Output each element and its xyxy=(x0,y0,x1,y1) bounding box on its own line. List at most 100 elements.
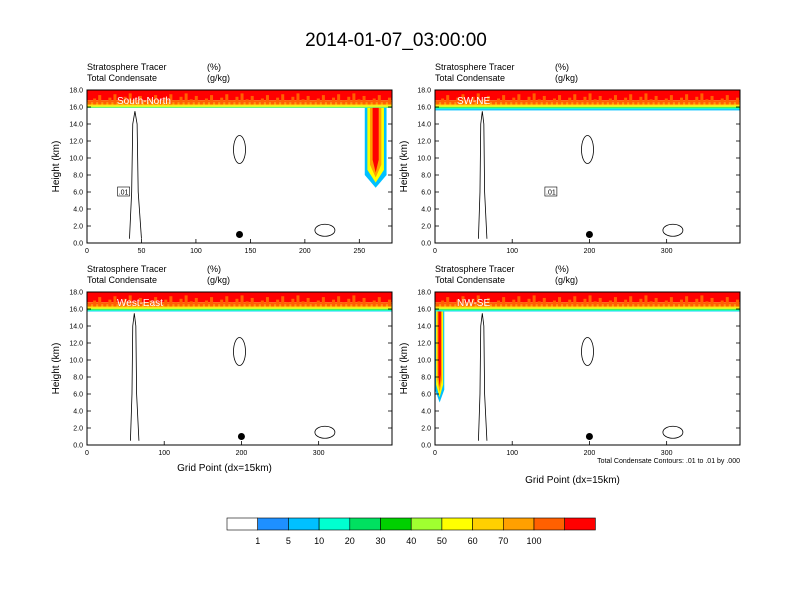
y-tick-label: 10.0 xyxy=(69,156,83,163)
tracer-streak xyxy=(512,97,516,105)
panel-header-condensate-unit: (g/kg) xyxy=(555,275,578,285)
tracer-streak xyxy=(321,95,325,105)
tracer-streak xyxy=(194,297,198,307)
tracer-band xyxy=(87,308,392,310)
tracer-streak xyxy=(230,302,234,307)
tracer-streak xyxy=(654,95,658,105)
colorbar-label: 10 xyxy=(314,536,324,546)
y-tick-label: 8.0 xyxy=(73,173,83,180)
y-tick-label: 8.0 xyxy=(421,173,431,180)
tracer-streak xyxy=(639,298,643,307)
x-axis-label: Grid Point (dx=15km) xyxy=(525,475,620,486)
tracer-streak xyxy=(542,297,546,307)
y-axis-label: Height (km) xyxy=(399,141,410,193)
tracer-streak xyxy=(220,299,224,307)
colorbar-label: 20 xyxy=(345,536,355,546)
tracer-streak xyxy=(235,298,239,307)
tracer-streak xyxy=(382,101,386,105)
tracer-streak xyxy=(154,95,158,105)
panel-sw-ne: Stratosphere Tracer (%) Total Condensate (g… xyxy=(399,62,741,255)
tracer-streak xyxy=(649,301,653,307)
tracer-streak xyxy=(730,303,734,307)
tracer-streak xyxy=(286,100,290,105)
tracer-streak xyxy=(593,301,597,307)
tracer-streak xyxy=(659,303,663,307)
colorbar-swatch xyxy=(288,517,320,531)
tracer-streak xyxy=(710,297,714,307)
tracer-streak xyxy=(705,99,709,105)
y-tick-label: 0.0 xyxy=(73,241,83,248)
x-tick-label: 50 xyxy=(138,248,146,255)
plot-frame xyxy=(434,291,741,446)
tracer-streak xyxy=(281,94,285,105)
tracer-streak xyxy=(332,97,336,105)
condensate-contour xyxy=(314,425,336,439)
x-tick-label: 300 xyxy=(661,450,673,457)
tracer-streak xyxy=(634,302,638,307)
y-tick-label: 2.0 xyxy=(421,426,431,433)
tracer-streak xyxy=(199,101,203,105)
panel-west-east: Stratosphere Tracer (%) Total Condensate (g… xyxy=(51,264,393,474)
tracer-streak xyxy=(659,101,663,105)
tracer-streak xyxy=(456,299,460,307)
x-tick-label: 250 xyxy=(353,248,365,255)
x-tick-label: 100 xyxy=(190,248,202,255)
tracer-streak xyxy=(507,101,511,105)
panel-header-tracer: Stratosphere Tracer xyxy=(435,62,515,72)
tracer-streak xyxy=(108,97,112,105)
colorbar-label: 5 xyxy=(286,536,291,546)
station-marker xyxy=(585,231,593,238)
y-tick-label: 2.0 xyxy=(421,224,431,231)
tracer-streak xyxy=(537,99,541,105)
y-axis-label: Height (km) xyxy=(51,141,62,193)
tracer-streak xyxy=(265,297,269,307)
tracer-streak xyxy=(436,101,440,105)
x-tick-label: 200 xyxy=(299,248,311,255)
tracer-streak xyxy=(210,297,214,307)
tracer-streak xyxy=(613,297,617,307)
tracer-streak xyxy=(204,98,208,105)
tracer-streak xyxy=(93,300,97,307)
tracer-streak xyxy=(654,297,658,307)
tracer-streak xyxy=(619,303,623,307)
colorbar-label: 50 xyxy=(437,536,447,546)
tracer-streak xyxy=(230,100,234,105)
tracer-streak xyxy=(685,94,689,105)
tracer-streak xyxy=(103,303,107,307)
tracer-streak xyxy=(225,296,229,307)
tracer-streak xyxy=(260,300,264,307)
tracer-streak xyxy=(532,93,536,105)
y-tick-label: 4.0 xyxy=(421,409,431,416)
tracer-streak xyxy=(276,299,280,307)
tracer-streak xyxy=(143,101,147,105)
tracer-streak xyxy=(245,99,249,105)
tracer-streak xyxy=(362,95,366,105)
tracer-streak xyxy=(179,96,183,105)
colorbar-label: 70 xyxy=(498,536,508,546)
y-tick-label: 14.0 xyxy=(417,122,431,129)
tracer-band xyxy=(435,292,740,303)
tracer-streak xyxy=(542,95,546,105)
tracer-streak xyxy=(347,96,351,105)
tracer-streak xyxy=(128,295,132,307)
tracer-streak xyxy=(537,301,541,307)
y-tick-label: 6.0 xyxy=(73,190,83,197)
x-tick-label: 0 xyxy=(433,248,437,255)
y-tick-label: 2.0 xyxy=(73,426,83,433)
y-tick-label: 12.0 xyxy=(69,139,83,146)
tracer-band xyxy=(435,309,740,311)
tracer-streak xyxy=(301,99,305,105)
tracer-streak xyxy=(118,302,122,307)
colorbar-swatch xyxy=(441,517,473,531)
y-tick-label: 4.0 xyxy=(73,207,83,214)
panel-header-condensate: Total Condensate xyxy=(87,73,157,83)
chart-title: 2014-01-07_03:00:00 xyxy=(305,30,487,51)
y-tick-label: 0.0 xyxy=(421,443,431,450)
y-tick-label: 16.0 xyxy=(69,105,83,112)
colorbar: 1 5 10 20 30 40 50 60 70 100 xyxy=(226,517,596,546)
tracer-streak xyxy=(563,303,567,307)
tracer-streak xyxy=(664,98,668,105)
tracer-streak xyxy=(446,297,450,307)
tracer-streak xyxy=(491,303,495,307)
tracer-streak xyxy=(552,98,556,105)
